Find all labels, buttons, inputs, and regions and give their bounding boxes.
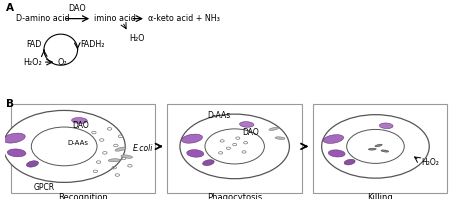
Text: DAO: DAO (69, 4, 86, 13)
Text: FAD: FAD (27, 40, 42, 49)
Ellipse shape (344, 159, 355, 165)
Circle shape (322, 115, 429, 178)
Circle shape (205, 129, 264, 164)
Ellipse shape (269, 127, 279, 130)
Text: FADH₂: FADH₂ (80, 40, 104, 49)
Ellipse shape (375, 144, 382, 147)
Text: DAO: DAO (243, 128, 259, 137)
Bar (11, 104, 155, 193)
Ellipse shape (121, 155, 133, 158)
Ellipse shape (323, 135, 344, 143)
Circle shape (346, 129, 404, 163)
Ellipse shape (27, 161, 38, 167)
Text: B: B (6, 99, 14, 109)
Ellipse shape (7, 149, 26, 157)
Ellipse shape (379, 123, 393, 129)
Text: GPCR: GPCR (34, 183, 55, 192)
Text: α-keto acid + NH₃: α-keto acid + NH₃ (148, 14, 220, 23)
Text: H₂O₂: H₂O₂ (421, 158, 439, 167)
Text: Phagocytosis: Phagocytosis (207, 193, 262, 199)
Ellipse shape (108, 159, 120, 162)
Ellipse shape (381, 150, 389, 152)
Text: O₂: O₂ (57, 58, 67, 67)
Bar (313, 104, 447, 193)
Text: Recognition: Recognition (58, 193, 108, 199)
Text: imino acid: imino acid (94, 14, 136, 23)
Text: D-amino acid: D-amino acid (16, 14, 70, 23)
Text: H₂O: H₂O (129, 34, 145, 43)
Ellipse shape (239, 122, 254, 127)
Circle shape (3, 110, 125, 182)
Ellipse shape (72, 118, 87, 123)
Text: E.coli: E.coli (133, 144, 154, 153)
Ellipse shape (275, 137, 285, 139)
Text: DAO: DAO (72, 121, 89, 130)
Text: D-AAs: D-AAs (208, 111, 231, 120)
Ellipse shape (187, 150, 204, 157)
Ellipse shape (182, 134, 202, 143)
Text: A: A (6, 3, 14, 13)
Text: H₂O₂: H₂O₂ (23, 58, 42, 67)
Bar (167, 104, 302, 193)
Ellipse shape (202, 160, 214, 166)
Ellipse shape (328, 150, 345, 157)
Ellipse shape (3, 133, 25, 143)
Text: Killing: Killing (367, 193, 393, 199)
Text: D-AAs: D-AAs (67, 140, 88, 146)
Ellipse shape (368, 148, 376, 150)
Ellipse shape (115, 147, 126, 151)
Circle shape (31, 127, 97, 166)
Circle shape (180, 114, 290, 179)
